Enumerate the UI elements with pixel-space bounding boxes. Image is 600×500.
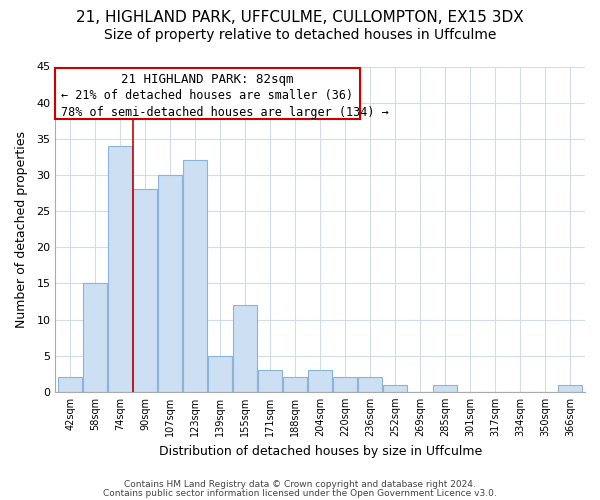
Bar [233, 305, 257, 392]
Bar [308, 370, 332, 392]
Bar [433, 384, 457, 392]
Text: Size of property relative to detached houses in Uffculme: Size of property relative to detached ho… [104, 28, 496, 42]
Bar [109, 146, 132, 392]
Bar [133, 190, 157, 392]
Bar [158, 175, 182, 392]
Bar [283, 378, 307, 392]
Text: 21 HIGHLAND PARK: 82sqm: 21 HIGHLAND PARK: 82sqm [121, 73, 294, 86]
Bar [259, 370, 282, 392]
Text: Contains HM Land Registry data © Crown copyright and database right 2024.: Contains HM Land Registry data © Crown c… [124, 480, 476, 489]
Bar [383, 384, 407, 392]
Bar [333, 378, 357, 392]
Bar [184, 160, 207, 392]
FancyBboxPatch shape [55, 68, 360, 118]
Text: 21, HIGHLAND PARK, UFFCULME, CULLOMPTON, EX15 3DX: 21, HIGHLAND PARK, UFFCULME, CULLOMPTON,… [76, 10, 524, 25]
Text: ← 21% of detached houses are smaller (36): ← 21% of detached houses are smaller (36… [61, 90, 353, 102]
Text: 78% of semi-detached houses are larger (134) →: 78% of semi-detached houses are larger (… [61, 106, 388, 118]
Bar [208, 356, 232, 392]
Text: Contains public sector information licensed under the Open Government Licence v3: Contains public sector information licen… [103, 489, 497, 498]
X-axis label: Distribution of detached houses by size in Uffculme: Distribution of detached houses by size … [158, 444, 482, 458]
Bar [558, 384, 582, 392]
Bar [58, 378, 82, 392]
Bar [358, 378, 382, 392]
Bar [83, 284, 107, 392]
Y-axis label: Number of detached properties: Number of detached properties [15, 130, 28, 328]
